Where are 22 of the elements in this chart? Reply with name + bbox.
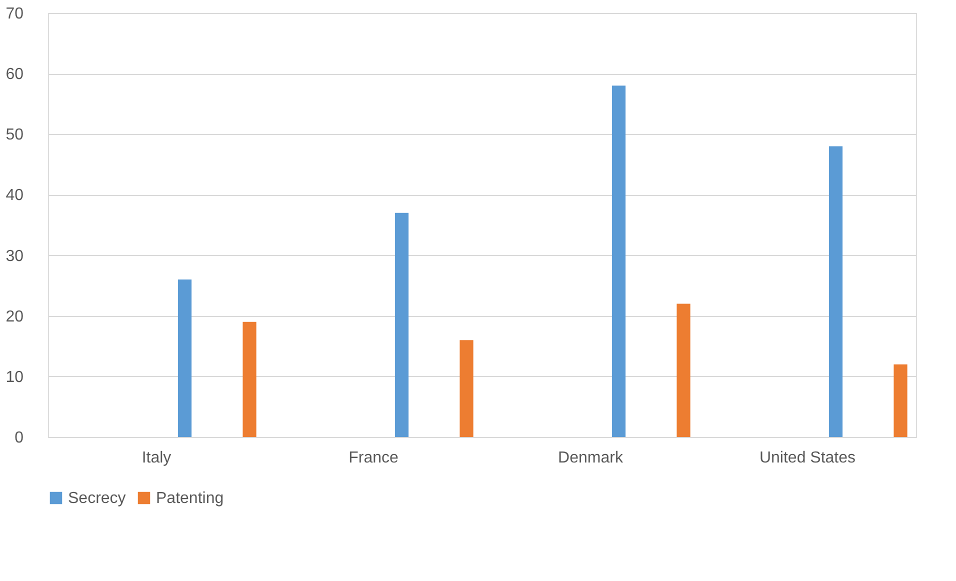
y-tick-label: 0 xyxy=(14,430,24,446)
bar xyxy=(894,364,908,437)
bar xyxy=(242,322,256,437)
x-tick-label: France xyxy=(348,450,398,466)
bar xyxy=(612,86,626,437)
y-tick-label: 60 xyxy=(6,66,24,84)
y-tick-label: 10 xyxy=(6,368,24,386)
bar xyxy=(178,280,192,437)
x-tick-label: United States xyxy=(759,450,856,466)
x-tick-label: Italy xyxy=(142,450,172,466)
y-tick-label: 40 xyxy=(6,187,24,204)
x-tick-label: Denmark xyxy=(558,450,624,466)
y-tick-label: 20 xyxy=(6,308,24,326)
y-tick-label: 70 xyxy=(6,6,24,22)
bar xyxy=(828,146,843,437)
bar xyxy=(676,304,690,437)
y-tick-label: 30 xyxy=(6,248,24,265)
y-tick-label: 50 xyxy=(6,126,24,144)
bar xyxy=(394,212,409,437)
legend-label: Patenting xyxy=(156,490,224,507)
bar xyxy=(460,340,474,437)
legend-label: Secrecy xyxy=(68,490,126,507)
